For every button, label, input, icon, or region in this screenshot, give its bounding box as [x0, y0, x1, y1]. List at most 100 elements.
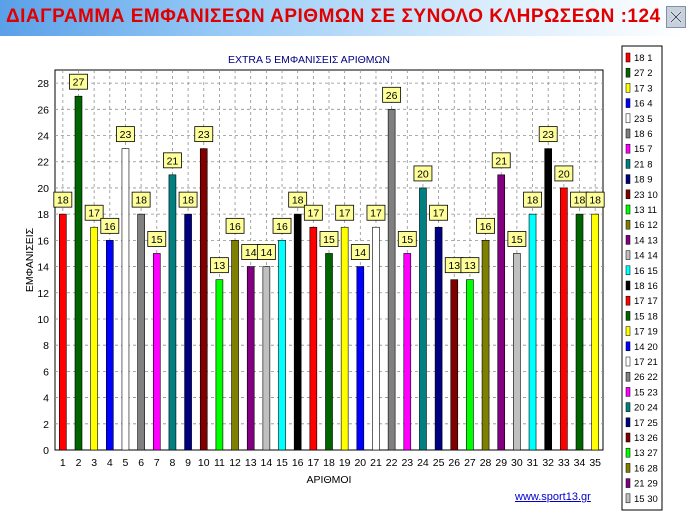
- data-label-box: [69, 73, 88, 90]
- bar: [513, 253, 521, 451]
- legend-entry: 23 10: [634, 190, 658, 201]
- legend-swatch: [625, 280, 631, 291]
- legend-swatch: [625, 235, 631, 245]
- data-label: 21: [167, 155, 179, 167]
- x-tick-label: 3: [91, 457, 97, 469]
- bar: [575, 213, 584, 451]
- legend-entry: 26 22: [634, 372, 658, 383]
- data-label: 14: [354, 247, 366, 259]
- x-tick-label: 6: [138, 457, 144, 469]
- data-label: 27: [73, 77, 85, 89]
- x-axis-label: ΑΡΙΘΜΟΙ: [307, 474, 352, 486]
- x-tick-label: 32: [542, 457, 554, 469]
- legend-entry: 16 4: [634, 99, 653, 110]
- data-label-box: [507, 231, 527, 247]
- legend-swatch: [625, 52, 631, 63]
- legend-entry: 16 15: [634, 266, 658, 277]
- data-label-box: [460, 257, 480, 274]
- legend-swatch: [625, 143, 631, 154]
- y-tick-label: 14: [37, 262, 49, 274]
- legend-entry: 16 28: [634, 463, 658, 474]
- legend-entry: 14 14: [634, 251, 658, 262]
- data-label: 18: [589, 195, 601, 207]
- legend-entry: 15 23: [634, 387, 658, 398]
- legend-entry: 18 1: [634, 53, 653, 64]
- legend-swatch: [625, 311, 631, 321]
- legend-swatch: [625, 174, 631, 184]
- data-label-box: [225, 217, 245, 234]
- bar: [450, 279, 459, 451]
- bar: [325, 253, 333, 451]
- data-label: 20: [417, 168, 429, 180]
- legend-entry: 18 6: [634, 129, 653, 140]
- data-label-box: [303, 204, 323, 221]
- y-tick-label: 20: [37, 183, 49, 195]
- legend-swatch: [625, 402, 631, 412]
- x-tick-label: 15: [276, 457, 288, 469]
- data-label-box: [194, 126, 214, 143]
- data-label: 14: [261, 247, 273, 259]
- data-label: 16: [104, 221, 116, 233]
- data-label: 17: [307, 208, 319, 220]
- x-tick-label: 5: [123, 457, 129, 469]
- y-tick-label: 2: [43, 419, 49, 431]
- data-label-box: [178, 191, 198, 208]
- bar: [387, 109, 396, 451]
- data-label: 16: [480, 221, 492, 233]
- legend-swatch: [625, 493, 631, 504]
- bar-chart: 0246810121416182022242628181272173164235…: [24, 45, 663, 511]
- x-tick-label: 7: [154, 457, 160, 469]
- x-tick-label: 17: [307, 457, 319, 469]
- bar: [403, 253, 412, 451]
- x-tick-label: 1: [60, 457, 66, 469]
- x-tick-label: 9: [185, 457, 191, 469]
- x-tick-label: 25: [433, 457, 445, 469]
- legend-entry: 18 9: [634, 175, 653, 186]
- data-label-box: [53, 191, 73, 208]
- legend-entry: 16 12: [634, 220, 658, 231]
- data-label-box: [272, 217, 292, 234]
- data-label: 18: [527, 195, 539, 207]
- x-tick-label: 31: [527, 457, 539, 469]
- legend-entry: 17 25: [634, 418, 658, 429]
- data-label: 17: [88, 208, 100, 220]
- y-axis-label: ΕΜΦΑΝΙΣΕΙΣ: [24, 227, 36, 292]
- bar: [168, 174, 177, 451]
- close-button[interactable]: [666, 6, 686, 28]
- y-tick-label: 24: [37, 131, 49, 143]
- x-tick-label: 23: [401, 457, 413, 469]
- legend-swatch: [625, 447, 631, 458]
- y-tick-label: 16: [37, 235, 49, 247]
- legend-swatch: [625, 219, 631, 230]
- legend-entry: 15 30: [634, 494, 658, 505]
- legend-swatch: [625, 83, 631, 93]
- data-label: 23: [120, 129, 132, 141]
- legend-swatch: [625, 371, 631, 382]
- x-tick-label: 14: [261, 457, 273, 469]
- x-tick-label: 29: [495, 457, 507, 469]
- data-label-box: [256, 244, 276, 260]
- x-tick-label: 20: [354, 457, 366, 469]
- legend-entry: 27 2: [634, 68, 653, 79]
- x-tick-label: 10: [198, 457, 210, 469]
- bar: [278, 240, 286, 451]
- chart-title: EXTRA 5 ΕΜΦΑΝΙΣΕΙΣ ΑΡΙΘΜΩΝ: [228, 54, 390, 66]
- legend-entry: 21 29: [634, 479, 658, 490]
- legend-entry: 17 3: [634, 83, 653, 94]
- data-label-box: [209, 257, 229, 274]
- bar: [152, 253, 161, 451]
- legend-swatch: [625, 463, 631, 473]
- y-tick-label: 6: [43, 366, 49, 378]
- x-tick-label: 19: [339, 457, 351, 469]
- bar: [121, 148, 130, 451]
- website-link[interactable]: www.sport13.gr: [515, 491, 591, 503]
- bar: [293, 213, 302, 451]
- legend-swatch: [625, 67, 631, 78]
- bar: [356, 266, 365, 451]
- data-label-box: [585, 191, 605, 208]
- data-label: 23: [198, 129, 210, 141]
- data-label: 16: [229, 221, 241, 233]
- legend-swatch: [625, 341, 631, 352]
- data-label-box: [319, 231, 339, 247]
- data-label: 15: [323, 234, 335, 246]
